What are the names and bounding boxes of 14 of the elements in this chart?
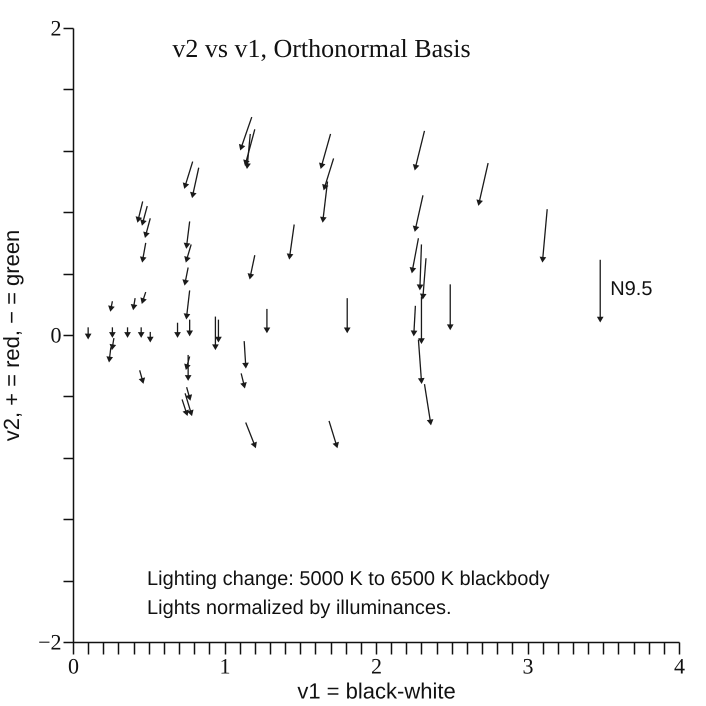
x-tick-label: 4 [674, 654, 685, 678]
x-tick-label: 2 [371, 654, 382, 678]
y-tick-label: −2 [38, 630, 62, 654]
x-axis-title: v1 = black-white [297, 678, 456, 704]
y-axis-title: v2, + = red, − = green [0, 230, 24, 442]
chart-title: v2 vs v1, Orthonormal Basis [172, 34, 471, 63]
y-tick-label: 2 [50, 16, 62, 40]
x-tick-label: 1 [220, 654, 230, 678]
y-tick-label: 0 [50, 322, 62, 348]
annotation: Lighting change: 5000 K to 6500 K blackbody [147, 568, 550, 590]
x-tick-label: 0 [68, 654, 79, 678]
annotation: N9.5 [610, 278, 652, 300]
x-tick-label: 3 [522, 654, 534, 678]
annotation: Lights normalized by illuminances. [147, 597, 452, 619]
